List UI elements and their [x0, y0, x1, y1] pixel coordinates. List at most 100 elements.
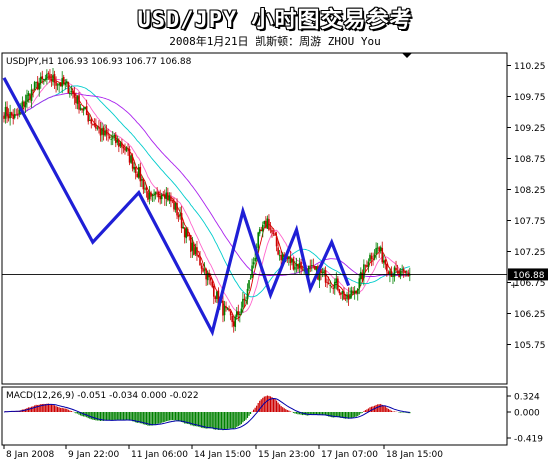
candle-body	[150, 192, 152, 197]
candle-body	[114, 134, 117, 144]
price-tick-label: 109.75	[514, 93, 546, 103]
candle-body	[395, 267, 397, 271]
candle-body	[167, 192, 169, 201]
candle-body	[142, 178, 145, 190]
candle-body	[182, 226, 184, 229]
candle-body	[363, 264, 365, 279]
candle-body	[358, 278, 361, 288]
candle-body	[341, 290, 344, 294]
candle-body	[105, 129, 108, 135]
candle-body	[295, 263, 298, 267]
candle-body	[193, 243, 195, 256]
candle-body	[190, 235, 192, 252]
candle-body	[312, 265, 315, 267]
candle-body	[266, 218, 269, 229]
candle-body	[239, 314, 241, 316]
candle-body	[98, 126, 100, 129]
candle-body	[398, 270, 400, 278]
candle-body	[384, 259, 387, 265]
candle-body	[263, 220, 266, 224]
candle-body	[65, 81, 68, 84]
time-tick-label: 11 Jan 06:00	[131, 450, 188, 460]
candle-body	[347, 294, 350, 300]
candle-body	[367, 261, 370, 267]
candle-body	[318, 270, 321, 281]
candle-body	[49, 74, 51, 80]
candle-body	[145, 187, 148, 191]
candle-body	[41, 76, 44, 80]
time-tick-label: 18 Jan 15:00	[386, 450, 443, 460]
candle-body	[122, 147, 125, 149]
candle-body	[185, 228, 188, 239]
candle-body	[350, 290, 353, 295]
candle-body	[170, 196, 172, 202]
candle-body	[291, 258, 293, 263]
candle-body	[237, 311, 240, 315]
candle-body	[265, 220, 267, 228]
candle-body	[326, 282, 328, 284]
candle-body	[243, 298, 246, 301]
candle-body	[183, 227, 186, 238]
candle-body	[177, 215, 180, 218]
candle-body	[141, 179, 143, 181]
candle-body	[257, 232, 260, 249]
candle-body	[225, 306, 227, 309]
candle-body	[72, 90, 74, 95]
candle-body	[27, 93, 30, 96]
candle-body	[330, 285, 333, 287]
candle-body	[82, 108, 85, 111]
candle-body	[168, 195, 171, 201]
candle-body	[176, 203, 178, 216]
candle-body	[216, 291, 218, 299]
candle-body	[373, 254, 376, 258]
candle-body	[70, 91, 73, 92]
candle-body	[340, 292, 342, 295]
candle-body	[272, 233, 275, 234]
candlestick-layer	[3, 68, 411, 333]
candle-body	[12, 114, 14, 119]
candle-body	[355, 290, 358, 294]
candle-body	[337, 278, 339, 290]
candle-body	[208, 273, 211, 278]
price-tick-label: 106.75	[514, 279, 546, 289]
candle-body	[327, 282, 330, 285]
candle-body	[283, 254, 286, 258]
candle-body	[29, 94, 31, 100]
candle-body	[222, 300, 224, 316]
candle-body	[234, 316, 237, 328]
candle-body	[409, 274, 411, 276]
candle-body	[378, 247, 380, 252]
candle-body	[52, 74, 54, 82]
candle-body	[382, 260, 385, 263]
candle-body	[352, 291, 354, 294]
macd-info-label: MACD(12,26,9) -0.051 -0.034 0.000 -0.022	[6, 391, 199, 401]
candle-body	[43, 79, 45, 81]
candle-body	[196, 247, 198, 256]
candle-body	[231, 315, 233, 322]
candle-body	[246, 288, 249, 300]
candle-body	[194, 247, 197, 254]
candle-body	[249, 278, 252, 280]
candle-body	[261, 224, 264, 232]
candle-body	[333, 281, 336, 289]
candle-body	[197, 254, 200, 257]
candle-body	[332, 287, 335, 289]
candle-body	[124, 148, 126, 151]
candle-body	[245, 300, 247, 302]
candle-body	[163, 194, 166, 199]
candle-body	[356, 288, 359, 294]
candle-body	[203, 269, 206, 271]
candle-body	[110, 138, 112, 140]
candle-body	[252, 262, 255, 265]
candle-body	[399, 271, 402, 277]
candle-body	[396, 271, 399, 272]
candle-body	[21, 101, 24, 108]
price-tick-label: 108.75	[514, 155, 546, 165]
candle-body	[314, 266, 316, 270]
candle-body	[404, 270, 407, 273]
candle-body	[271, 229, 273, 233]
candle-body	[144, 188, 146, 190]
macd-tick-label: 0.000	[514, 409, 540, 419]
candle-body	[87, 114, 90, 122]
candle-body	[353, 290, 356, 294]
